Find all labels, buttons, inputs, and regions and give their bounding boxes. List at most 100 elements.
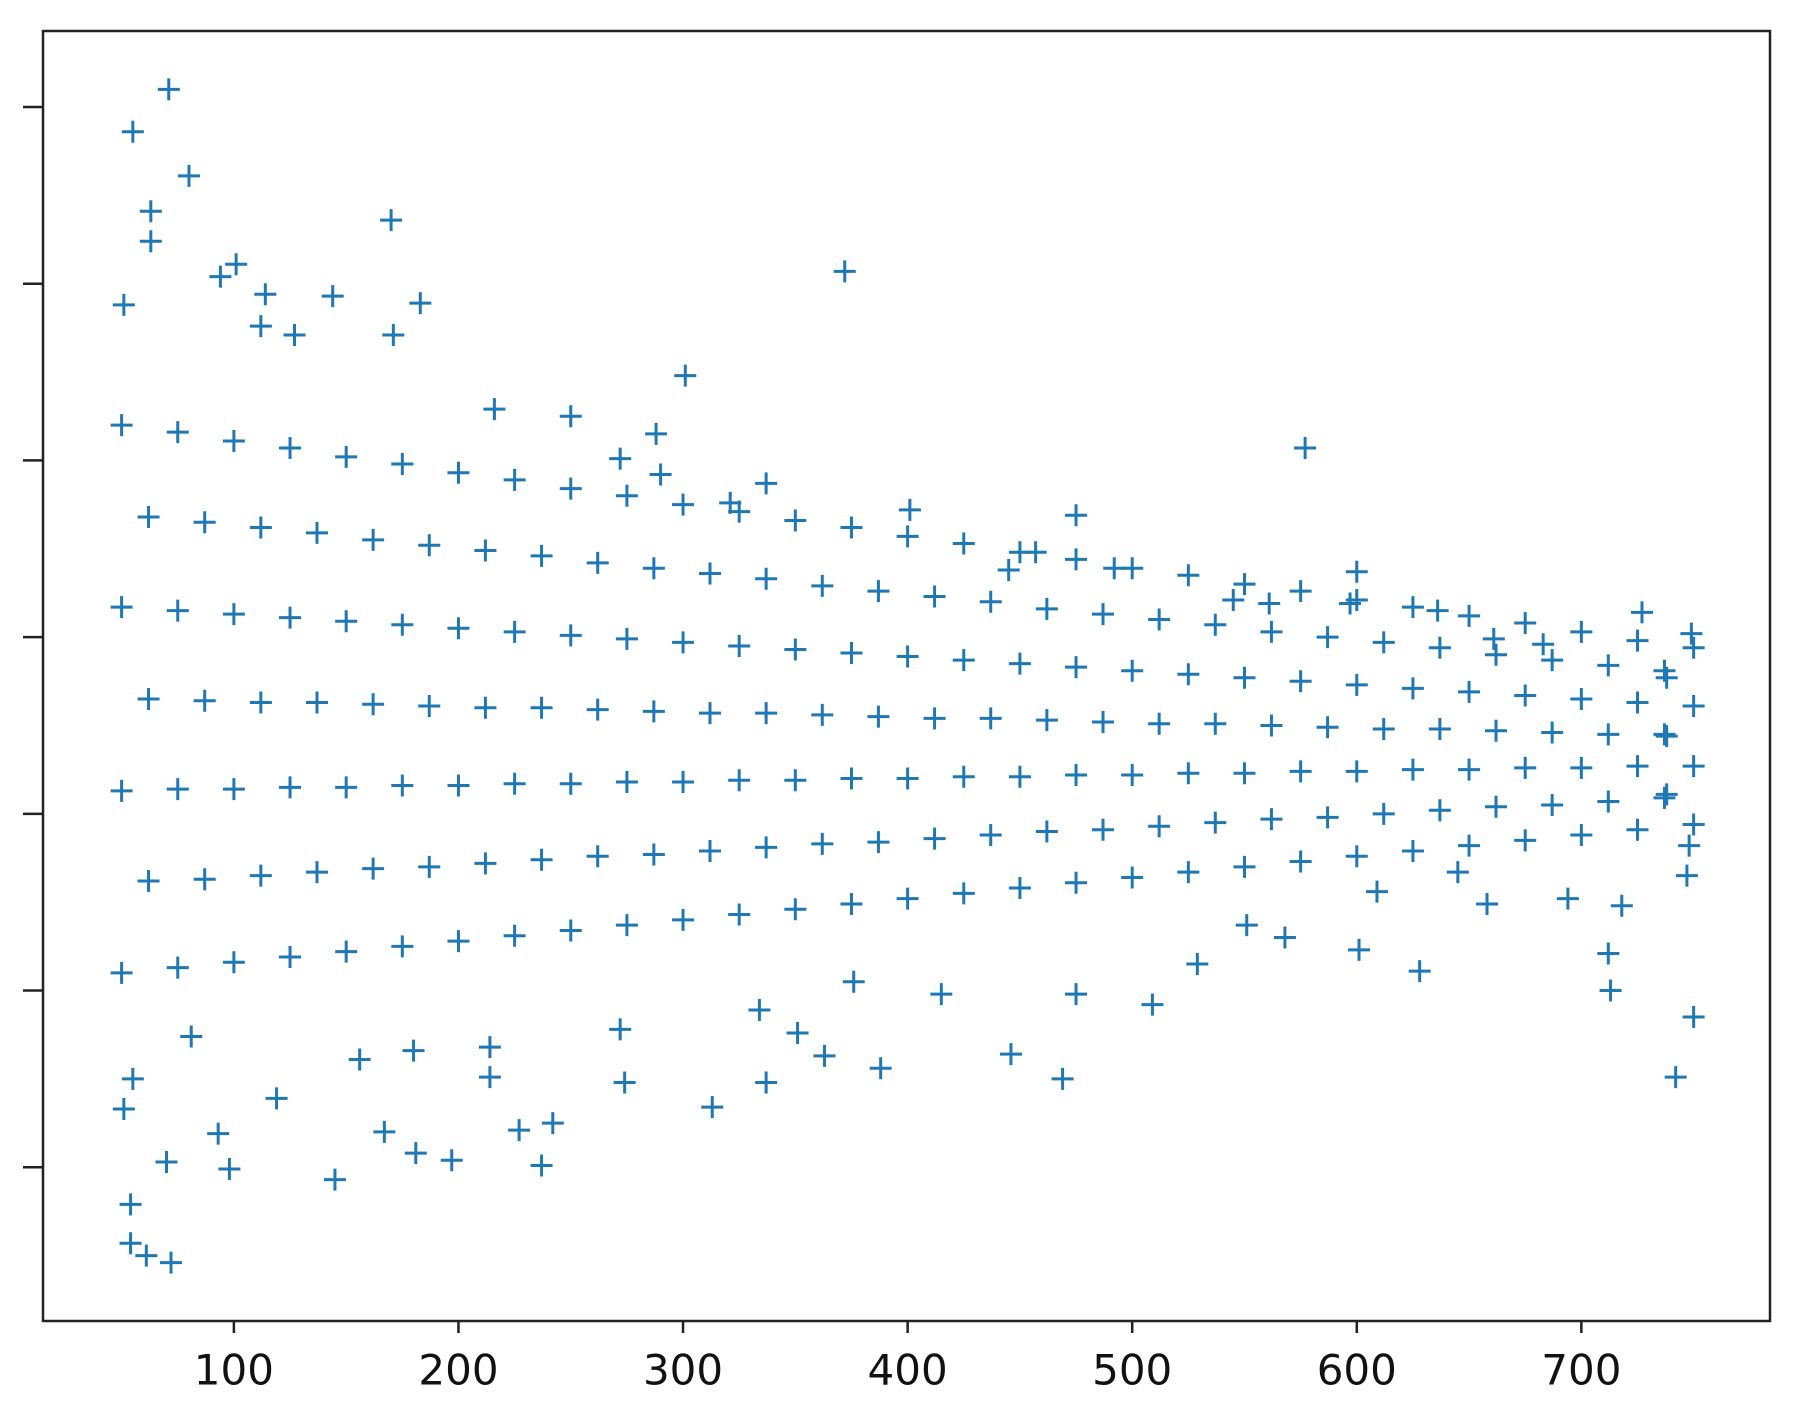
point [586,845,609,868]
point [1372,631,1395,654]
point [1570,824,1593,847]
point [418,855,441,878]
point [222,778,245,801]
point [1233,666,1256,689]
point [1345,589,1368,612]
point [896,525,919,548]
point [1204,613,1227,636]
point [615,484,638,507]
point [1655,666,1678,689]
point [474,696,497,719]
point [698,702,721,725]
point [842,970,865,993]
point [362,528,385,551]
point [1401,677,1424,700]
point [923,827,946,850]
point [952,765,975,788]
point [952,532,975,555]
point [1680,622,1703,645]
point [1345,760,1368,783]
point [1597,723,1620,746]
point [137,687,160,710]
point [478,1036,501,1059]
point [1401,758,1424,781]
point [1235,914,1258,937]
point [1065,656,1088,679]
point [755,836,778,859]
point [139,230,162,253]
point [1065,504,1088,527]
point [649,463,672,486]
point [1316,806,1339,829]
point [135,1244,158,1267]
point [1570,620,1593,643]
point [508,1119,531,1142]
point [1035,709,1058,732]
point [672,493,695,516]
point [137,869,160,892]
point [1065,871,1088,894]
point [530,1154,553,1177]
point [447,774,470,797]
point [642,700,665,723]
point [615,627,638,650]
point [1008,541,1031,564]
point [1148,608,1171,631]
point [222,603,245,626]
point [728,769,751,792]
point [1177,663,1200,686]
point [609,1018,632,1041]
point [1541,721,1564,744]
point [1051,1067,1074,1090]
point [249,691,272,714]
point [840,767,863,790]
point [586,551,609,574]
point [1597,654,1620,677]
point [380,209,403,232]
point [1597,942,1620,965]
point [979,824,1002,847]
point [1485,643,1508,666]
point [1428,718,1451,741]
point [254,283,277,306]
point [1682,695,1705,718]
point [728,500,751,523]
point [1532,633,1555,656]
point [541,1112,564,1135]
point [1289,580,1312,603]
point [1008,765,1031,788]
point [1035,820,1058,843]
point [321,285,344,308]
point [784,898,807,921]
point [166,956,189,979]
point [952,649,975,672]
point [418,695,441,718]
point [157,78,180,101]
point [1458,834,1481,857]
point [335,940,358,963]
point [409,292,432,315]
plot-frame [41,29,1772,1323]
point [1348,938,1371,961]
point [503,924,526,947]
point [923,585,946,608]
point [447,930,470,953]
point [222,429,245,452]
point [404,1142,427,1165]
point [1294,437,1317,460]
point [1428,799,1451,822]
point [1141,993,1164,1016]
x-tick-label: 200 [418,1346,498,1395]
point [1408,960,1431,983]
point [193,511,216,534]
point [997,558,1020,581]
point [1258,592,1281,615]
point [811,832,834,855]
point [265,1087,288,1110]
point [642,843,665,866]
point [1570,756,1593,779]
point [1514,756,1537,779]
point [1678,834,1701,857]
point [335,776,358,799]
